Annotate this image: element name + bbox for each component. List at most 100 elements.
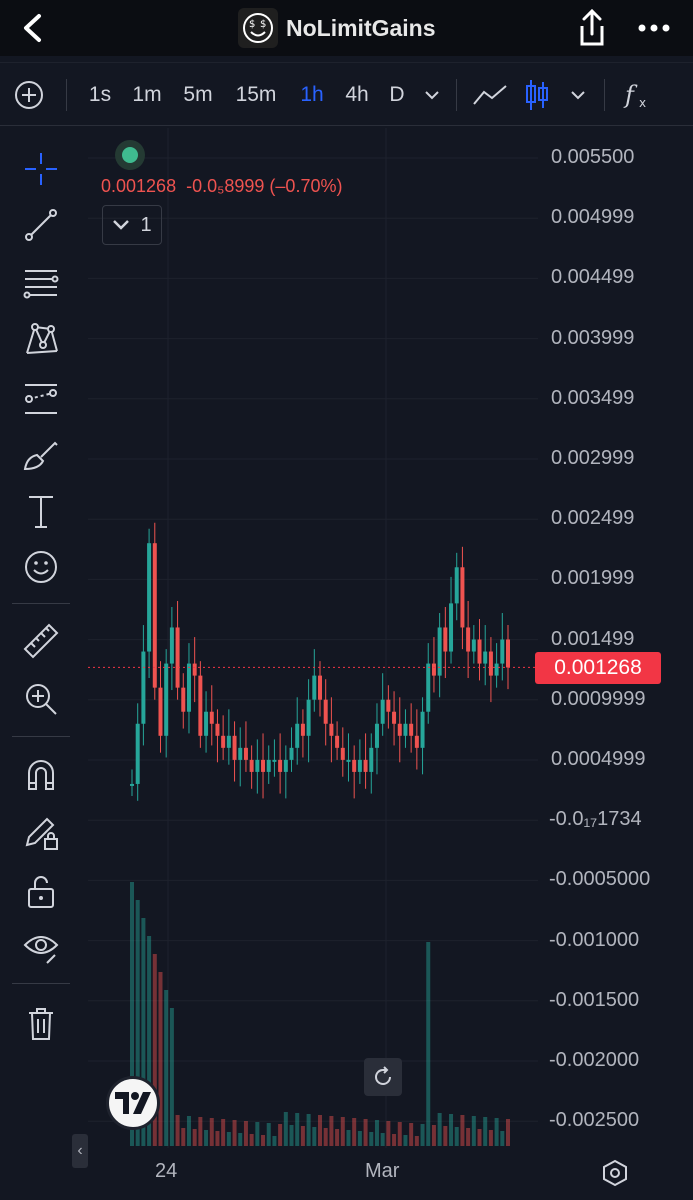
candle-body <box>460 567 465 628</box>
interval-15m[interactable]: 15m <box>235 83 277 106</box>
price-chart[interactable] <box>88 128 693 1200</box>
volume-bar <box>261 1135 266 1146</box>
volume-bar <box>488 1130 493 1146</box>
text-tool[interactable] <box>18 488 64 534</box>
candle-body <box>437 627 442 676</box>
visibility-tool[interactable] <box>18 924 64 970</box>
volume-bar <box>471 1116 476 1146</box>
candle-body <box>397 723 402 736</box>
tradingview-logo[interactable] <box>106 1076 160 1130</box>
ruler-tool[interactable] <box>18 618 64 664</box>
candle-body <box>158 687 163 736</box>
volume-bar <box>386 1121 391 1146</box>
candle-body <box>426 663 431 712</box>
volume-bar <box>431 1125 436 1146</box>
volume-bar <box>141 918 146 1146</box>
trendline-tool[interactable] <box>18 202 64 248</box>
line-chart-button[interactable] <box>470 63 510 127</box>
volume-bar <box>164 990 169 1146</box>
candle-body <box>164 663 169 736</box>
reset-chart-button[interactable] <box>364 1058 402 1096</box>
crosshair-tool[interactable] <box>18 146 64 192</box>
volume-bar <box>209 1118 214 1146</box>
volume-bar <box>392 1134 397 1146</box>
candle-body <box>420 711 425 748</box>
volume-bar <box>192 1129 197 1146</box>
chevron-left-icon <box>24 14 41 42</box>
candle-body <box>477 639 482 664</box>
volume-bar <box>243 1121 248 1146</box>
volume-bar <box>300 1126 305 1146</box>
price-scale-label: 0.001999 <box>551 567 635 590</box>
interval-1h[interactable]: 1h <box>300 83 324 106</box>
last-price-badge: 0.001268 <box>535 652 661 684</box>
pattern-tool[interactable] <box>18 316 64 362</box>
candle-body <box>181 687 186 712</box>
price-scale-label: -0.002000 <box>549 1049 640 1071</box>
volume-bar <box>181 1128 186 1146</box>
candle-body <box>272 759 277 762</box>
candle-body <box>152 543 157 688</box>
interval-5m[interactable]: 5m <box>183 83 213 106</box>
remove-drawings-tool[interactable] <box>18 1000 64 1046</box>
brush-tool[interactable] <box>18 432 64 478</box>
lock-drawing-tool[interactable] <box>18 810 64 856</box>
volume-bar <box>477 1129 482 1146</box>
candle-body <box>466 627 471 652</box>
interval-4h[interactable]: 4h <box>345 83 369 106</box>
toolbar-divider <box>456 79 457 111</box>
chart-title-group[interactable]: $ $ NoLimitGains <box>238 6 436 50</box>
emoji-tool[interactable] <box>18 544 64 590</box>
candle-body <box>266 759 271 772</box>
top-bar: $ $ NoLimitGains <box>0 0 693 56</box>
volume-bar <box>466 1128 471 1146</box>
interval-1s[interactable]: 1s <box>88 83 112 106</box>
volume-bar <box>238 1133 243 1146</box>
chart-type-dropdown[interactable] <box>566 63 590 127</box>
volume-bar <box>369 1132 374 1146</box>
price-scale-label: 0.003999 <box>551 326 635 349</box>
settings-hexagon-icon <box>603 1159 627 1187</box>
chevron-down-icon <box>113 220 130 230</box>
volume-bar <box>312 1127 317 1146</box>
volume-bar <box>272 1136 277 1146</box>
interval-d[interactable]: D <box>389 83 405 106</box>
candles-button[interactable] <box>522 63 552 127</box>
price-scale-label: -0.001500 <box>549 988 640 1011</box>
projection-tool[interactable] <box>18 374 64 420</box>
svg-text:x: x <box>639 96 646 110</box>
collapse-toolbar-button[interactable]: ‹ <box>72 1134 88 1168</box>
zoom-in-tool[interactable] <box>18 676 64 722</box>
legend-ohlc: 0.001268 -0.0₅8999 (–0.70%) <box>101 176 342 197</box>
magnet-tool[interactable] <box>18 752 64 798</box>
series-toggle-button[interactable]: 1 <box>102 205 162 245</box>
unlock-icon <box>28 876 54 908</box>
add-symbol-button[interactable] <box>12 63 46 127</box>
back-button[interactable] <box>14 8 54 48</box>
interval-dropdown[interactable] <box>420 63 444 127</box>
volume-bar <box>249 1134 254 1146</box>
more-button[interactable] <box>634 10 674 46</box>
line-chart-icon <box>473 85 507 105</box>
svg-text:f: f <box>623 81 638 109</box>
candle-body <box>175 627 180 688</box>
candle-body <box>483 651 488 664</box>
chart-settings-button[interactable] <box>598 1156 632 1190</box>
volume-bar <box>454 1127 459 1146</box>
volume-bar <box>289 1125 294 1146</box>
price-scale-label: 0.003499 <box>551 386 635 409</box>
unlock-tool[interactable] <box>18 868 64 914</box>
candle-body <box>169 627 174 664</box>
price-scale-label: 0.004499 <box>551 266 635 289</box>
fib-lines-tool[interactable] <box>18 260 64 306</box>
share-button[interactable] <box>572 6 612 50</box>
candle-body <box>318 675 322 700</box>
price-scale-label: 0.004999 <box>551 206 635 229</box>
candle-body <box>209 711 214 724</box>
market-status-dot[interactable] <box>115 140 145 170</box>
series-count: 1 <box>140 213 152 236</box>
toolbar-divider <box>604 79 605 111</box>
interval-1m[interactable]: 1m <box>132 83 162 106</box>
price-scale-label: -0.0₁₇1734 <box>549 808 642 831</box>
